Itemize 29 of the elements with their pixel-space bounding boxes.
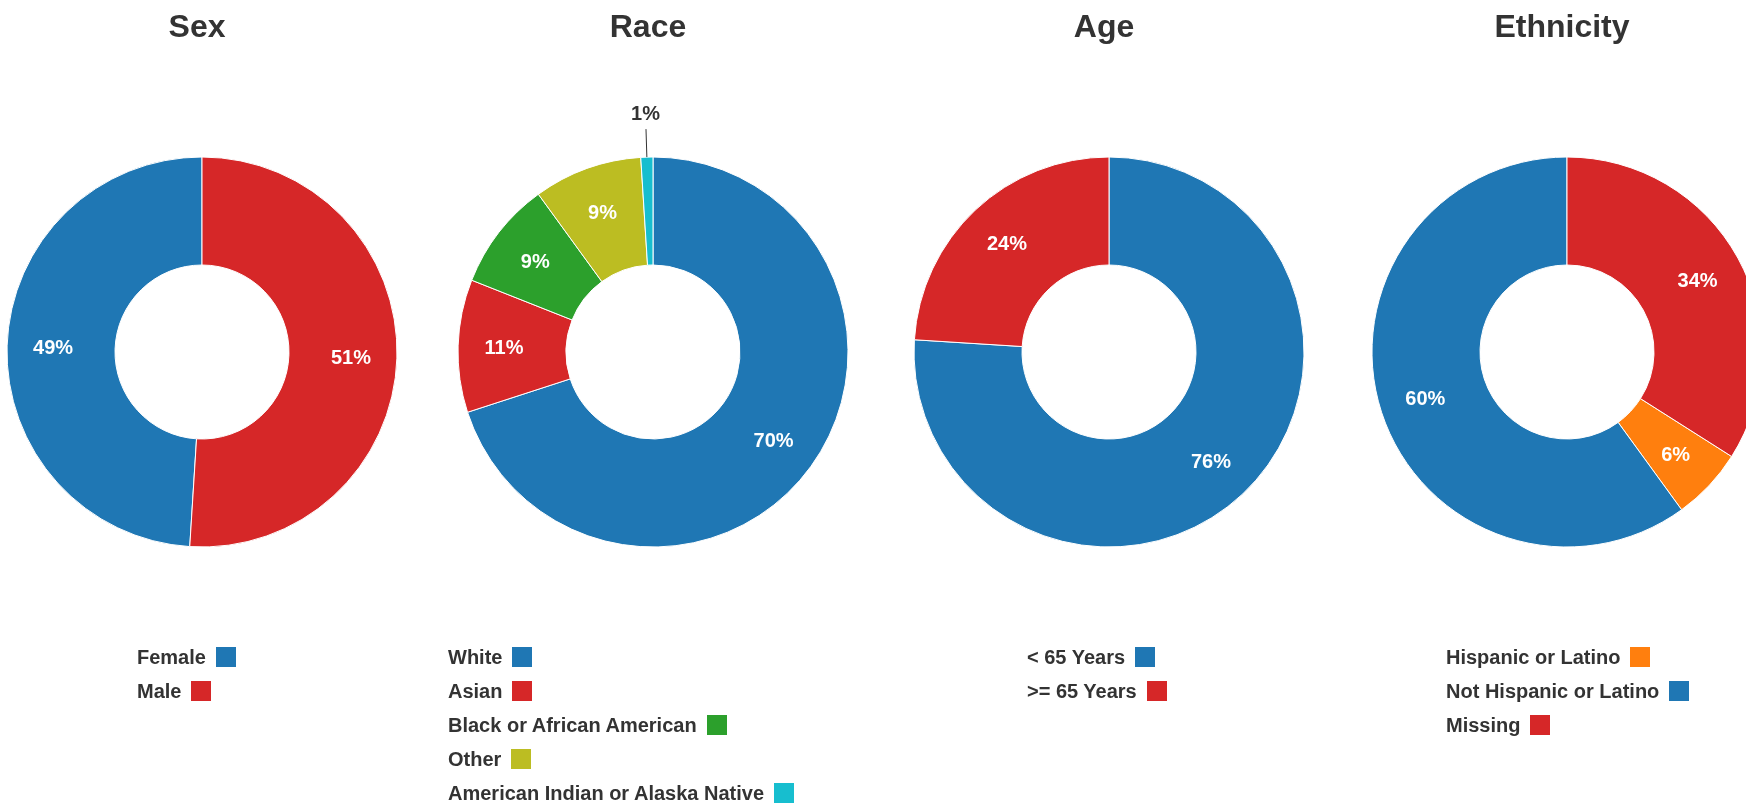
chart-title: Age [1072,8,1136,45]
legend-label: < 65 Years [1027,645,1126,669]
chart-title: Ethnicity [1493,8,1631,45]
legend-label: Hispanic or Latino [1446,645,1621,669]
legend-label: White [448,645,503,669]
legend-label: Black or African American [448,713,697,737]
legend-label: Other [448,747,502,771]
data-label: 9% [588,200,618,223]
legend-label: Missing [1446,713,1521,737]
legend-label: >= 65 Years [1027,679,1137,703]
legend-label: Not Hispanic or Latino [1446,679,1660,703]
data-label: 51% [330,345,372,368]
data-label: 60% [1405,387,1446,410]
legend-label: Female [137,645,206,669]
data-label: 6% [1661,443,1691,465]
data-label: 11% [484,336,524,359]
data-label: 34% [1677,269,1718,292]
data-label: 24% [986,232,1028,255]
data-label: 9% [520,249,550,272]
data-label: 70% [753,428,794,451]
data-label: 76% [1190,449,1232,472]
chart-title: Race [608,8,688,45]
legend-label: Asian [448,679,503,703]
donut-slice [913,156,1305,548]
legend-label: Male [137,679,182,703]
legend-label: American Indian or Alaska Native [448,781,765,805]
data-label: 1% [631,102,661,125]
chart-title: Sex [167,8,227,45]
data-label: 49% [33,336,74,359]
